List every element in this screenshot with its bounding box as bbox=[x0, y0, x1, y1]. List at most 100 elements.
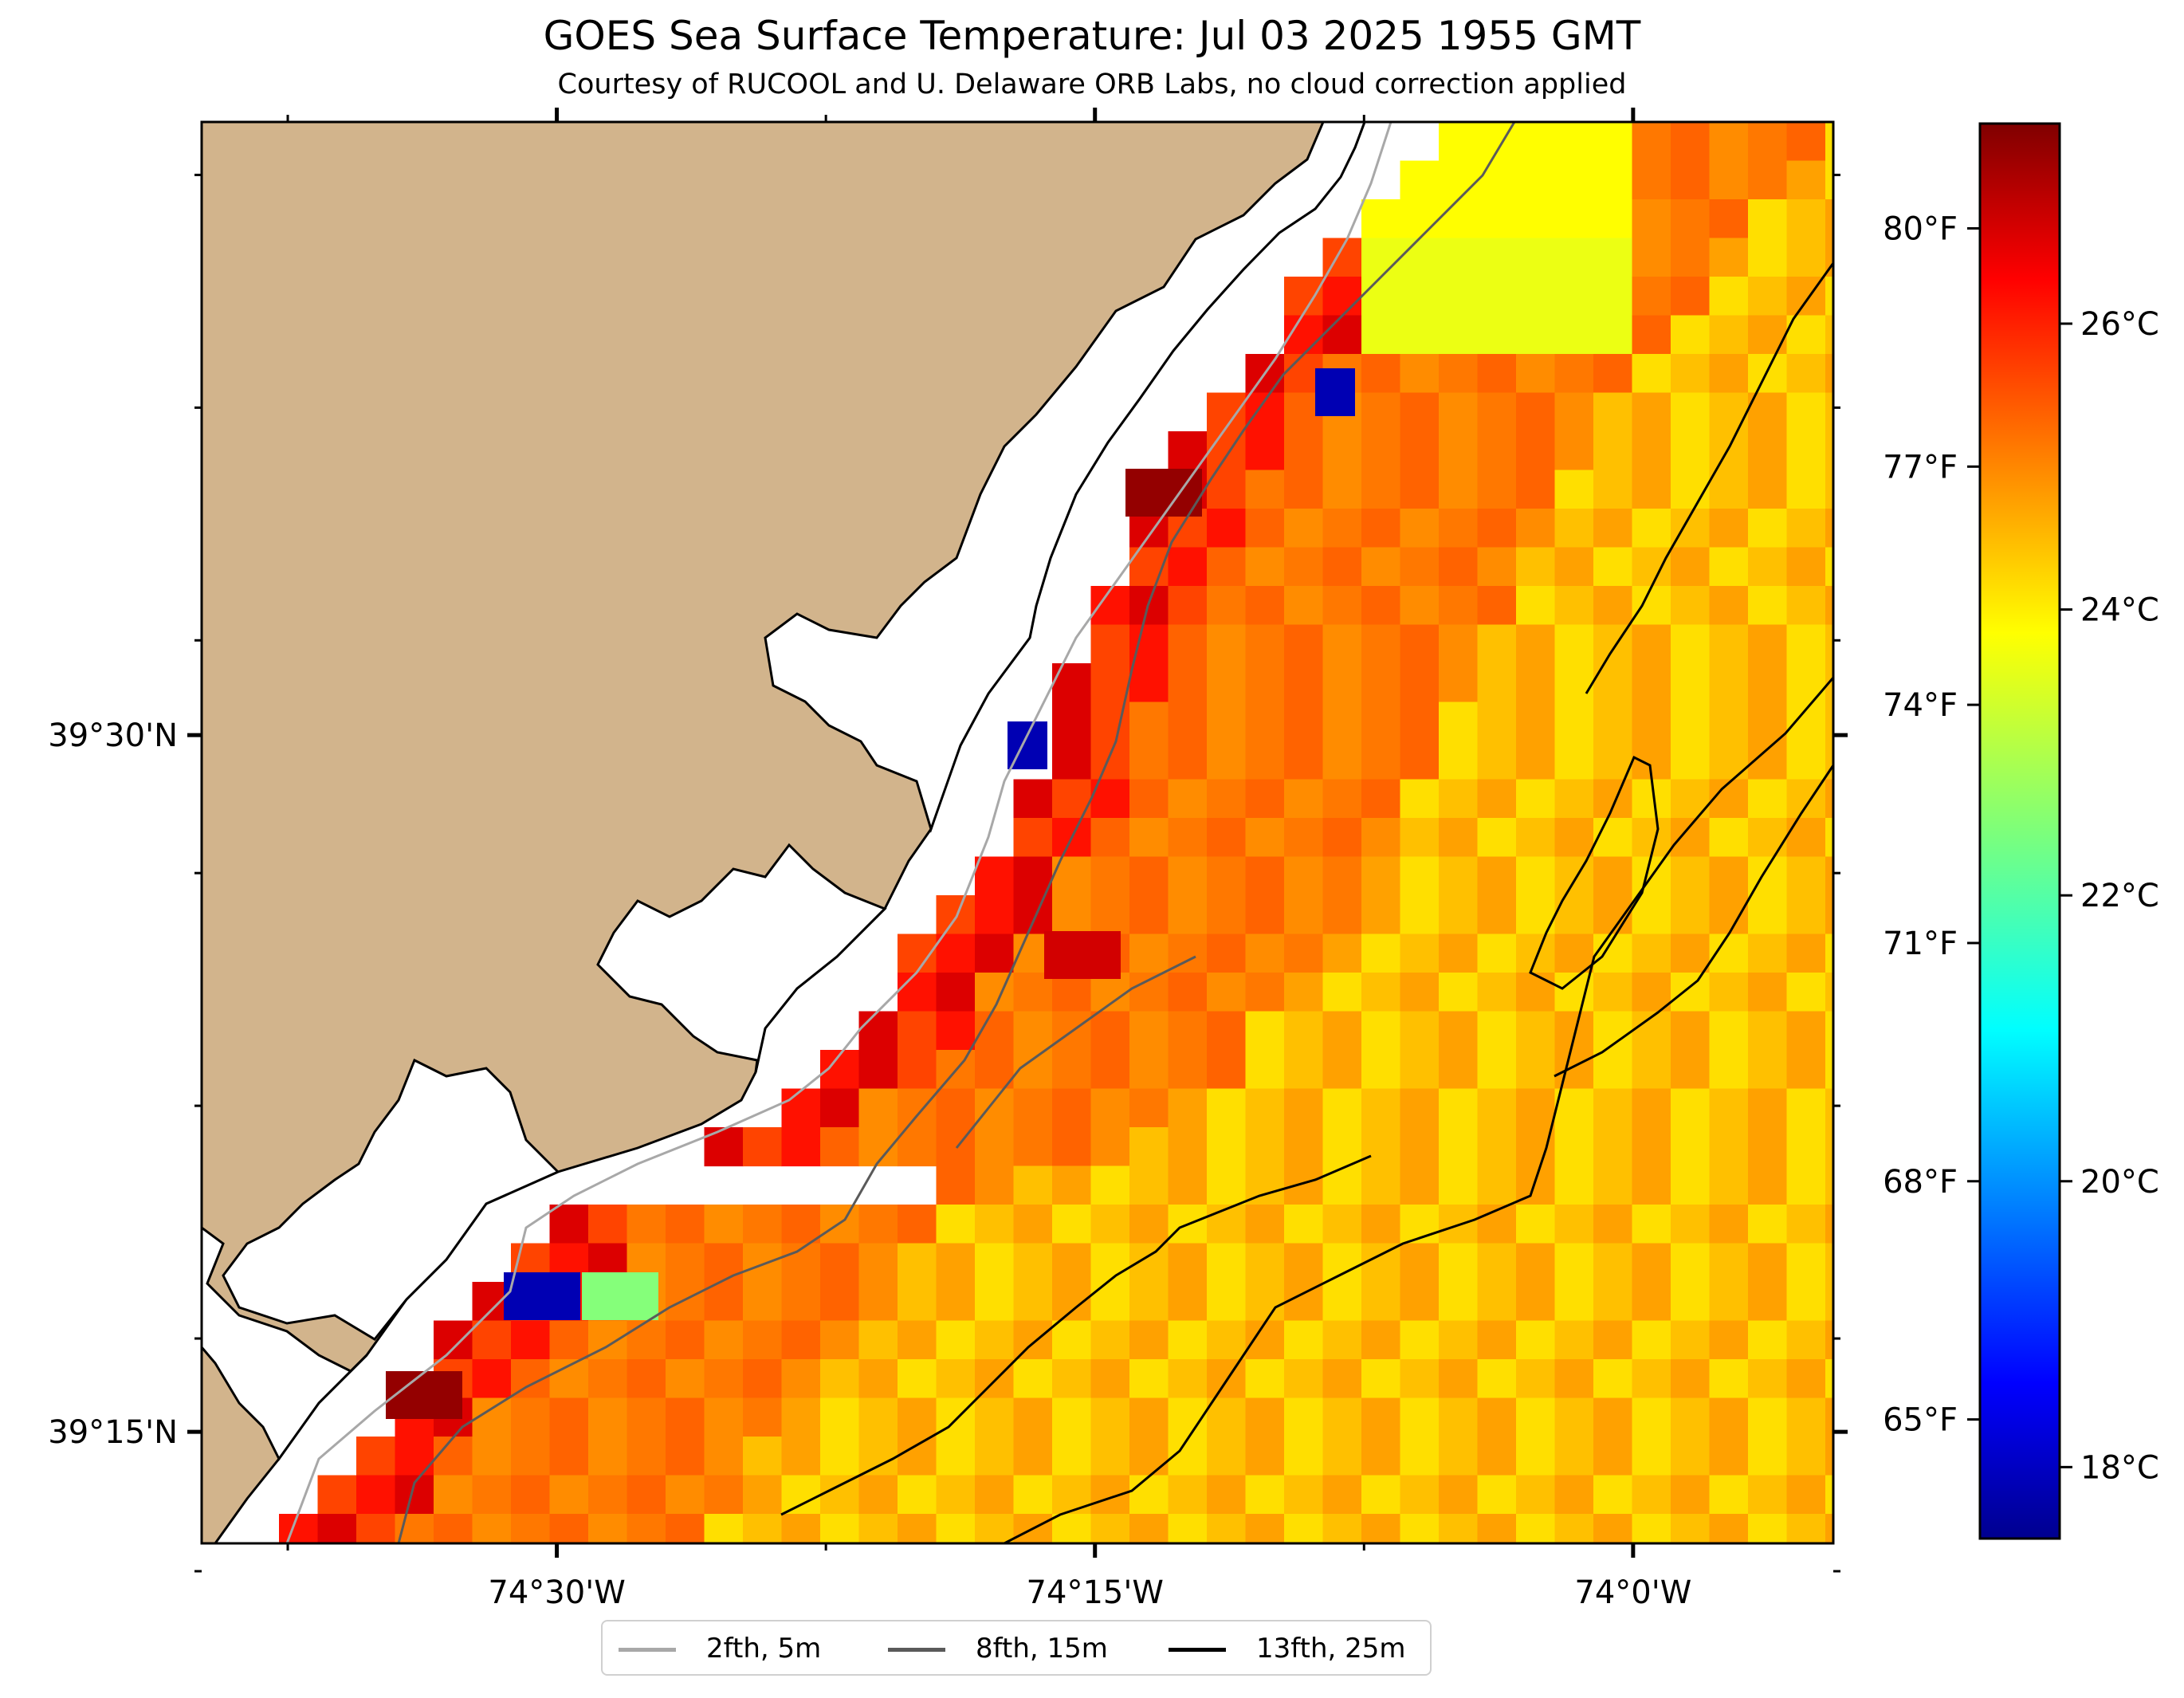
sst-cell bbox=[1207, 1205, 1247, 1244]
sst-cell bbox=[627, 1320, 666, 1360]
sst-cell bbox=[1477, 199, 1517, 239]
sst-cell bbox=[1013, 1282, 1053, 1322]
map-area[interactable] bbox=[202, 122, 1864, 1553]
sst-cell bbox=[858, 1475, 898, 1515]
isobath-8fth-lower bbox=[955, 955, 1196, 1149]
sst-cell bbox=[1516, 818, 1556, 858]
sst-cell bbox=[1439, 779, 1479, 819]
sst-cell bbox=[1516, 1359, 1556, 1399]
sst-cell bbox=[1709, 392, 1749, 432]
sst-cell bbox=[1284, 1514, 1324, 1543]
sst-cell bbox=[975, 1514, 1015, 1543]
sst-cell bbox=[1322, 1127, 1362, 1167]
sst-cell bbox=[1593, 1514, 1633, 1543]
sst-cell bbox=[1786, 973, 1826, 1012]
sst-cell bbox=[1361, 1437, 1401, 1476]
sst-cell bbox=[1284, 1282, 1324, 1322]
sst-cell bbox=[1477, 934, 1517, 973]
sst-cell bbox=[1400, 1437, 1440, 1476]
sst-cell bbox=[1786, 238, 1826, 277]
sst-cell bbox=[1400, 1397, 1440, 1437]
sst-cell bbox=[1748, 1127, 1788, 1167]
sst-cell bbox=[1477, 1050, 1517, 1090]
sst-cell bbox=[1825, 1320, 1833, 1360]
sst-cell bbox=[1825, 160, 1833, 200]
sst-cell bbox=[1400, 431, 1440, 471]
sst-cell bbox=[1709, 741, 1749, 780]
sst-cell bbox=[781, 1127, 821, 1167]
sst-cell bbox=[1439, 1088, 1479, 1128]
sst-cell bbox=[820, 1088, 860, 1128]
sst-cell bbox=[858, 1282, 898, 1322]
sst-cell bbox=[1013, 1088, 1053, 1128]
sst-cell bbox=[1786, 160, 1826, 200]
sst-cell bbox=[1284, 818, 1324, 858]
sst-cell bbox=[936, 1282, 976, 1322]
sst-cell bbox=[1593, 586, 1633, 626]
sst-cell bbox=[1129, 663, 1169, 703]
sst-cell bbox=[1748, 1205, 1788, 1244]
sst-cell bbox=[1632, 199, 1671, 239]
sst-cell bbox=[781, 1437, 821, 1476]
sst-cell bbox=[1477, 895, 1517, 935]
colorbar-ticks: 18°C 20°C 22°C 24°C 26°C 65°F 68°F 71°F 74°F 77°F… bbox=[1883, 210, 2159, 1486]
sst-cell bbox=[1168, 1320, 1208, 1360]
sst-cell bbox=[1786, 1437, 1826, 1476]
sst-cell bbox=[434, 1437, 473, 1476]
legend-label: 2fth, 5m bbox=[706, 1633, 822, 1665]
sst-cell bbox=[1709, 431, 1749, 471]
sst-cell bbox=[1748, 934, 1788, 973]
sst-cell bbox=[1593, 1243, 1633, 1283]
sst-cell bbox=[1207, 1397, 1247, 1437]
sst-cell bbox=[1322, 277, 1362, 316]
isobath-legend: 2fth, 5m 8fth, 15m 13fth, 25m bbox=[601, 1620, 1432, 1676]
sst-cell bbox=[1632, 624, 1671, 664]
sst-cell bbox=[1786, 431, 1826, 471]
sst-cell bbox=[1013, 1205, 1053, 1244]
sst-cell bbox=[1825, 856, 1833, 896]
sst-cell bbox=[743, 1205, 783, 1244]
sst-cell bbox=[1168, 779, 1208, 819]
sst-cell bbox=[1245, 1514, 1285, 1543]
sst-cell bbox=[1400, 702, 1440, 741]
sst-cell bbox=[1361, 1514, 1401, 1543]
sst-cell bbox=[1284, 895, 1324, 935]
sst-cell bbox=[1361, 1088, 1401, 1128]
sst-cell bbox=[1284, 856, 1324, 896]
sst-cell bbox=[1825, 1127, 1833, 1167]
sst-cell bbox=[1361, 470, 1401, 509]
sst-cell bbox=[1400, 277, 1440, 316]
sst-cell bbox=[704, 1282, 744, 1322]
sst-cell bbox=[1709, 973, 1749, 1012]
sst-cell bbox=[1632, 895, 1671, 935]
sst-cell bbox=[1671, 277, 1711, 316]
sst-cell bbox=[1786, 586, 1826, 626]
sst-cell bbox=[1825, 1050, 1833, 1090]
sst-cell bbox=[549, 1475, 589, 1515]
sst-cell bbox=[1593, 1050, 1633, 1090]
sst-cell bbox=[1786, 1514, 1826, 1543]
sst-cell bbox=[1477, 973, 1517, 1012]
sst-cell bbox=[1825, 1397, 1833, 1437]
sst-cell bbox=[1207, 1088, 1247, 1128]
bay-water bbox=[764, 122, 1366, 833]
sst-cell bbox=[936, 934, 976, 973]
sst-cell bbox=[1477, 392, 1517, 432]
sst-cell bbox=[781, 1397, 821, 1437]
sst-cell bbox=[1013, 779, 1053, 819]
sst-cell bbox=[1168, 895, 1208, 935]
sst-cell bbox=[1554, 1011, 1594, 1051]
sst-cell bbox=[1709, 1205, 1749, 1244]
sst-cell bbox=[1593, 547, 1633, 587]
sst-cell bbox=[1361, 934, 1401, 973]
sst-cell bbox=[549, 1397, 589, 1437]
sst-cell bbox=[1439, 741, 1479, 780]
sst-cell bbox=[511, 1475, 551, 1515]
sst-cell bbox=[1748, 1088, 1788, 1128]
sst-cell bbox=[1593, 856, 1633, 896]
sst-cell bbox=[1477, 818, 1517, 858]
sst-cell bbox=[1322, 470, 1362, 509]
sst-cell bbox=[1748, 1165, 1788, 1205]
sst-cell bbox=[588, 1475, 628, 1515]
